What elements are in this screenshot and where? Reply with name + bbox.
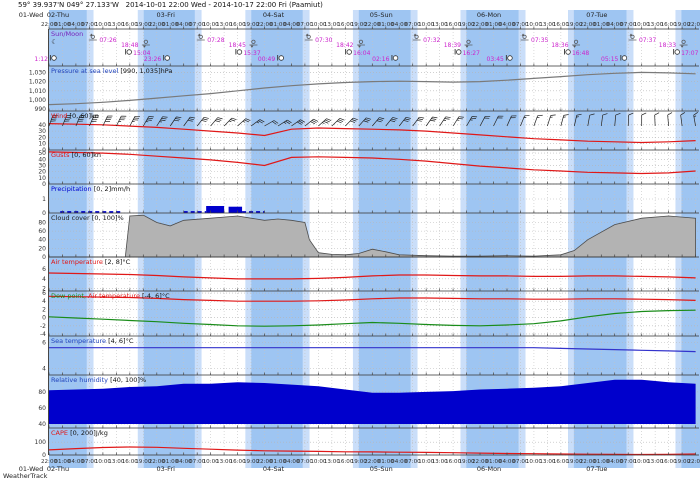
sunset-time: 18:33 [659,42,676,49]
day-label-top: 07-Tue [586,11,607,19]
sunrise-time: 07:26 [99,37,116,44]
sunset-time: 18:45 [229,42,246,49]
cloud-cover-tick-20: 20 [38,245,46,252]
sunset-time: 18:36 [551,42,568,49]
dew-point-tick-6: 6 [42,290,46,297]
dew-point-tick--4: -4 [40,331,46,338]
pressure-tick-1,010: 1,010 [29,88,46,95]
chart-title: 59° 39.937'N 049° 27.133'W 2014-10-01 22… [18,1,323,9]
panel-label-dew-point: Dew point, Air temperature [-4, 6]°C [51,292,170,300]
precip-bar [229,207,242,213]
axis-tick-labels: 1,0301,0201,0101,00099040302010050403020… [29,69,46,459]
panel-label-sea-temperature: Sea temperature [4, 6]°C [51,337,134,345]
moonrise-time: 16:04 [353,50,370,57]
pressure-tick-990: 990 [35,106,47,113]
cape-tick-0: 0 [42,452,46,459]
moonrise-time: 16:48 [572,50,589,57]
dew-point-tick-2: 2 [42,306,46,313]
pressure-tick-1,030: 1,030 [29,69,46,76]
dew-point-tick--2: -2 [40,323,46,330]
cape-tick-100: 100 [35,439,47,446]
cloud-cover-tick-0: 0 [42,254,46,261]
day-label-bottom: 02-Thu [47,465,69,473]
day-label-top: 02-Thu [47,11,69,19]
sea-temperature-tick-6: 6 [42,340,46,347]
moonrise-time: 16:27 [463,50,480,57]
sunrise-time: 07:28 [207,37,224,44]
cloud-cover-tick-40: 40 [38,237,46,244]
moonset-time: 00:49 [258,56,275,63]
pressure-tick-1,000: 1,000 [29,97,46,104]
gusts-tick-0: 0 [42,181,46,188]
day-label-top: 06-Mon [477,11,501,19]
moonrise-time: 17:07 [681,50,698,57]
cloud-cover-tick-80: 80 [38,219,46,226]
dew-point-tick-4: 4 [42,298,46,305]
relative-humidity-tick-80: 80 [38,389,46,396]
day-label-top: 05-Sun [370,11,393,19]
pressure-tick-1,020: 1,020 [29,79,46,86]
moonset-time: 02:16 [372,56,389,63]
day-label-top: 01-Wed [19,11,44,19]
precip-bar [206,206,224,213]
panel-label-sun-moon: Sun/Moon [51,30,83,38]
panel-label-pressure: Pressure at sea level [990, 1,035]hPa [51,67,172,75]
day-label-bottom: 03-Fri [157,465,176,473]
air-temperature-tick-6: 6 [42,266,46,273]
precipitation-tick-1: 1 [42,196,46,203]
day-label-bottom: 06-Mon [477,465,501,473]
app-brand-label: WeatherTrack [3,472,47,480]
panel-label-relative-humidity: Relative humidity [40, 100]% [51,376,146,384]
moonset-time: 05:15 [601,56,618,63]
day-label-top: 03-Fri [157,11,176,19]
day-label-bottom: 05-Sun [370,465,393,473]
dew-point-tick-0: 0 [42,315,46,322]
relative-humidity-tick-60: 60 [38,405,46,412]
sunset-time: 18:48 [121,42,138,49]
time-tick-bottom: 22:00 [687,459,700,465]
relative-humidity-tick-40: 40 [38,421,46,428]
precipitation-tick-0: 0 [42,210,46,217]
panel-label-wind: Wind [0, 60]kn [51,112,99,120]
panel-label-gusts: Gusts [0, 60]kn [51,151,101,159]
sunrise-time: 07:35 [531,37,548,44]
moonset-time: 23:26 [144,56,161,63]
moonset-time: 1:12 [34,56,48,63]
sunset-time: 18:39 [444,42,461,49]
panel-label-cape: CAPE [0, 200]J/kg [51,429,108,437]
air-temperature-tick-4: 4 [42,276,46,283]
panel-label-precipitation: Precipitation [0, 2]mm/h [51,185,130,193]
panel-label-cloud-cover: Cloud cover [0, 100]% [51,214,124,222]
day-label-bottom: 04-Sat [263,465,285,473]
panel-label-air-temperature: Air temperature [2, 8]°C [51,258,131,266]
cloud-cover-tick-60: 60 [38,228,46,235]
sunrise-time: 07:32 [423,37,440,44]
moon-phase-icon: ☾ [51,38,57,46]
sea-temperature-tick-4: 4 [42,366,46,373]
day-label-top: 04-Sat [263,11,285,19]
sunrise-time: 07:37 [639,37,656,44]
sunset-time: 18:42 [336,42,353,49]
time-tick-top: 22:00 [687,22,700,28]
moonset-time: 03:45 [487,56,504,63]
sunrise-time: 07:30 [315,37,332,44]
day-label-bottom: 07-Tue [586,465,607,473]
